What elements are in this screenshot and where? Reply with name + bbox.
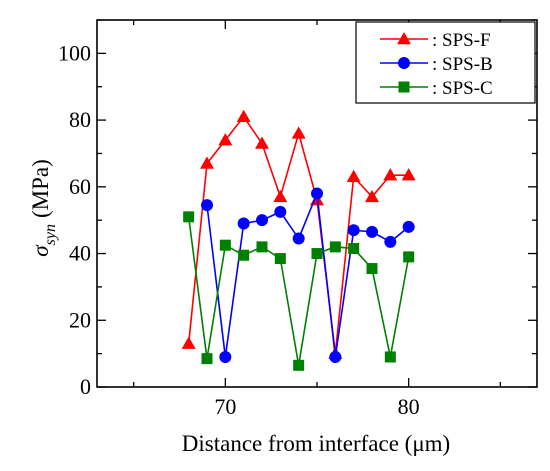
legend-marker-1 [398, 57, 410, 69]
data-point-2-4 [256, 241, 268, 253]
y-tick-label: 80 [69, 107, 91, 132]
y-tick-label: 20 [69, 307, 91, 332]
data-point-0-5 [273, 189, 288, 203]
data-point-2-10 [366, 263, 378, 275]
data-point-2-5 [274, 253, 286, 265]
data-point-2-2 [219, 239, 231, 251]
data-point-0-2 [218, 133, 233, 146]
y-axis-label: σsyn (MPa) [28, 159, 59, 256]
legend-entry-1: : SPS-B [432, 54, 493, 75]
data-point-2-1 [201, 353, 213, 365]
data-point-1-4 [274, 205, 287, 218]
data-point-2-8 [329, 241, 341, 253]
legend-entry-0: : SPS-F [432, 30, 491, 51]
data-point-1-3 [256, 214, 268, 227]
data-point-2-3 [238, 249, 250, 261]
legend-entry-2: : SPS-C [432, 78, 493, 99]
data-point-2-6 [293, 359, 305, 371]
legend: : SPS-F : SPS-B : SPS-C [355, 21, 536, 104]
data-point-2-0 [183, 211, 195, 223]
data-point-1-7 [329, 350, 342, 363]
axes-layer: 0 20 40 60 80 100 70 80 [58, 19, 538, 419]
data-point-1-11 [402, 220, 415, 233]
data-point-1-8 [347, 224, 360, 237]
y-axis-subscript: syn [42, 224, 59, 245]
data-point-1-5 [292, 232, 305, 245]
data-point-1-2 [237, 217, 250, 230]
data-point-0-10 [365, 189, 379, 203]
labels-layer: Distance from interface (μm) σsyn (MPa) [28, 159, 450, 456]
data-point-0-6 [291, 126, 306, 139]
y-axis-symbol: σ [28, 244, 53, 257]
data-point-1-10 [384, 235, 397, 248]
legend-marker-2 [398, 81, 410, 93]
data-point-0-12 [401, 168, 416, 181]
marks-layer [181, 109, 416, 371]
x-axis-label: Distance from interface (μm) [182, 431, 450, 456]
data-point-2-7 [311, 248, 323, 260]
data-point-2-11 [384, 351, 396, 363]
y-tick-label: 0 [80, 374, 91, 399]
data-point-2-9 [348, 243, 360, 255]
data-point-0-4 [255, 136, 269, 149]
data-point-1-9 [366, 225, 378, 238]
legend-marker-0 [397, 32, 411, 45]
y-tick-label: 40 [69, 241, 91, 266]
data-point-1-6 [311, 187, 323, 200]
data-point-1-1 [219, 350, 232, 363]
y-tick-label: 60 [69, 174, 91, 199]
data-point-0-9 [346, 169, 361, 183]
data-point-0-1 [200, 156, 214, 169]
y-tick-label: 100 [58, 40, 91, 65]
data-point-2-12 [403, 251, 415, 263]
x-tick-label: 70 [214, 394, 236, 419]
data-point-0-0 [181, 336, 196, 349]
series-line-1 [206, 193, 410, 358]
data-point-0-3 [236, 109, 251, 123]
x-tick-label: 80 [398, 394, 420, 419]
data-point-1-0 [201, 199, 213, 212]
y-axis-unit: (MPa) [28, 159, 53, 218]
data-point-0-11 [383, 168, 398, 181]
